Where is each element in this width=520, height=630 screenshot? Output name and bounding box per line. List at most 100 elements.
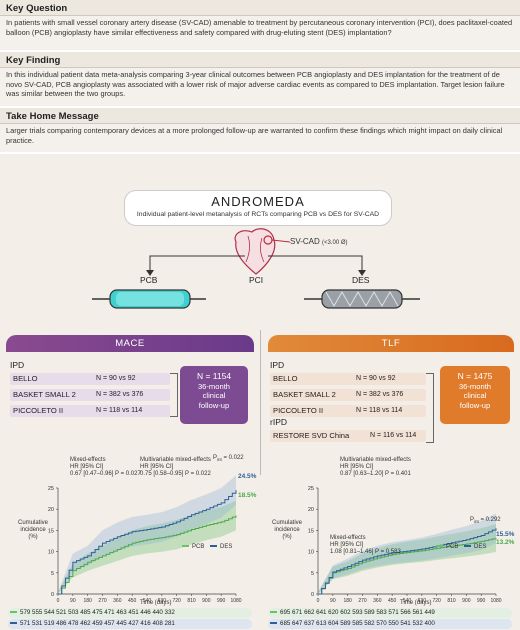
- study-n: N = 382 vs 376: [356, 391, 404, 398]
- mace-legend: PCB DES: [182, 544, 232, 551]
- p-sub: int: [217, 457, 222, 463]
- anno-line: Mixed-effects: [330, 535, 366, 541]
- series-line-pcb: [318, 538, 497, 595]
- x-tick-label: 720: [432, 598, 441, 602]
- y-tick-label: 25: [48, 486, 54, 492]
- x-tick-label: 540: [403, 598, 412, 602]
- key-finding-text: In this individual patient data meta-ana…: [6, 70, 505, 99]
- ci-band-des: [318, 513, 496, 594]
- study-name: PICCOLETO II: [273, 406, 324, 415]
- x-tick-label: 450: [388, 598, 397, 602]
- pci-label: PCI: [249, 275, 264, 285]
- p-label: P: [470, 517, 475, 523]
- study-n: N = 90 vs 92: [96, 375, 136, 382]
- tlf-km-chart: 0 5 10 15 20 25 0 90 180 270 360 450 540 630 720 810 900…: [308, 486, 502, 602]
- anno-line: 0.75 [0.58–0.95] P = 0.022: [140, 471, 211, 477]
- mace-panel-header: MACE: [6, 335, 254, 352]
- tlf-ripd-label: rIPD: [270, 417, 287, 427]
- heart-icon: [234, 228, 276, 275]
- study-name: RESTORE SVD China: [273, 431, 350, 440]
- x-tick-label: 630: [418, 598, 427, 602]
- anno-line: HR [95% CI]: [140, 464, 174, 470]
- pcb-arrow: [146, 255, 245, 276]
- key-finding-heading: Key Finding: [0, 52, 520, 68]
- ci-band-pcb: [58, 500, 236, 594]
- svcad-pointer: [271, 239, 291, 243]
- x-tick-label: 900: [462, 598, 471, 602]
- pcb-label: PCB: [140, 275, 158, 285]
- y-tick-label: 5: [311, 571, 314, 577]
- x-tick-label: 360: [113, 598, 122, 602]
- y-tick-label: 20: [48, 507, 54, 513]
- ylabel-line: incidence: [274, 527, 300, 533]
- des-arrow: [268, 255, 366, 276]
- tlf-study-restore: RESTORE SVD China N = 116 vs 114: [270, 430, 426, 442]
- mace-km-chart: 0 5 10 15 20 25 0 90 180 270 360 450 540 630 720 810 900…: [48, 475, 242, 602]
- x-tick-label: 0: [57, 598, 60, 602]
- x-tick-label: 270: [358, 598, 367, 602]
- atrisk-values: 695 671 662 641 620 602 593 589 583 571 …: [280, 609, 435, 616]
- anno-line: 0.87 [0.63–1.20] P = 0.401: [340, 471, 411, 477]
- atrisk-values: 685 647 637 613 604 589 585 582 570 550 …: [280, 620, 435, 627]
- tlf-study-bello: BELLO N = 90 vs 92: [270, 373, 426, 385]
- tlf-study-piccoleto: PICCOLETO II N = 118 vs 114: [270, 405, 426, 417]
- atrisk-pcb-swatch: [270, 611, 277, 614]
- key-finding-section: Key Finding In this individual patient d…: [0, 52, 520, 106]
- study-n: N = 90 vs 92: [356, 375, 396, 382]
- mace-p-interaction: Pint = 0.022: [213, 455, 244, 463]
- x-tick-label: 1080: [490, 598, 501, 602]
- x-tick-label: 720: [172, 598, 181, 602]
- atrisk-des-swatch: [10, 622, 17, 625]
- y-tick-label: 15: [308, 528, 314, 534]
- pcb-balloon-icon: [92, 289, 206, 309]
- mace-atrisk-des: 571 531 519 486 478 462 459 457 445 427 …: [8, 619, 252, 629]
- y-tick-label: 20: [308, 507, 314, 513]
- mace-pcb-pct: 18.5%: [238, 492, 257, 499]
- x-tick-label: 270: [98, 598, 107, 602]
- x-tick-label: 990: [217, 598, 226, 602]
- series-line-des: [58, 490, 237, 595]
- mace-xlabel: Time (days): [140, 600, 172, 606]
- study-name: BELLO: [273, 374, 298, 383]
- ylabel-line: Cumulative: [272, 520, 303, 526]
- tlf-panel-header: TLF: [268, 335, 514, 352]
- mace-study-bello: BELLO N = 90 vs 92: [10, 373, 170, 385]
- tlf-ylabel: Cumulative incidence (%): [272, 520, 302, 541]
- tlf-followup-2: clinical: [463, 391, 487, 400]
- tlf-followup-3: follow-up: [459, 400, 491, 410]
- study-name: BASKET SMALL 2: [273, 390, 336, 399]
- study-n: N = 116 vs 114: [370, 432, 417, 439]
- tlf-atrisk-des: 685 647 637 613 604 589 585 582 570 550 …: [268, 619, 512, 629]
- y-tick-label: 0: [51, 592, 54, 598]
- tlf-pcb-pct: 13.2%: [496, 539, 515, 546]
- mace-total-n: N = 1154: [196, 371, 232, 381]
- tlf-xlabel: Time (days): [400, 600, 432, 606]
- anno-line: HR [95% CI]: [70, 464, 104, 470]
- pci-diagram: [92, 228, 420, 309]
- take-home-heading: Take Home Message: [0, 108, 520, 124]
- key-question-section: Key Question In patients with small vess…: [0, 0, 520, 50]
- anno-line: Mixed-effects: [70, 457, 106, 463]
- y-tick-label: 15: [48, 528, 54, 534]
- legend-des-swatch: [210, 545, 218, 548]
- key-question-heading: Key Question: [0, 0, 520, 16]
- legend-des-swatch: [464, 545, 472, 548]
- x-tick-label: 990: [477, 598, 486, 602]
- x-tick-label: 900: [202, 598, 211, 602]
- tlf-bracket: [426, 373, 434, 443]
- study-name: PICCOLETO II: [13, 406, 64, 415]
- des-label: DES: [352, 275, 370, 285]
- p-label: P: [213, 455, 218, 461]
- x-tick-label: 360: [373, 598, 382, 602]
- study-n: N = 118 vs 114: [356, 407, 403, 414]
- ylabel-line: (%): [282, 534, 292, 540]
- atrisk-values: 579 555 544 521 503 485 475 471 463 451 …: [20, 609, 175, 616]
- mace-total-box: N = 1154 36-month clinical follow-up: [180, 366, 248, 424]
- y-tick-label: 5: [51, 571, 54, 577]
- des-stent-icon: [304, 289, 420, 309]
- tlf-legend: PCB DES: [436, 544, 486, 551]
- mace-annotation-2: Multivariable mixed-effects HR [95% CI] …: [140, 457, 211, 478]
- atrisk-des-swatch: [270, 622, 277, 625]
- mace-atrisk-pcb: 579 555 544 521 503 485 475 471 463 451 …: [8, 608, 252, 618]
